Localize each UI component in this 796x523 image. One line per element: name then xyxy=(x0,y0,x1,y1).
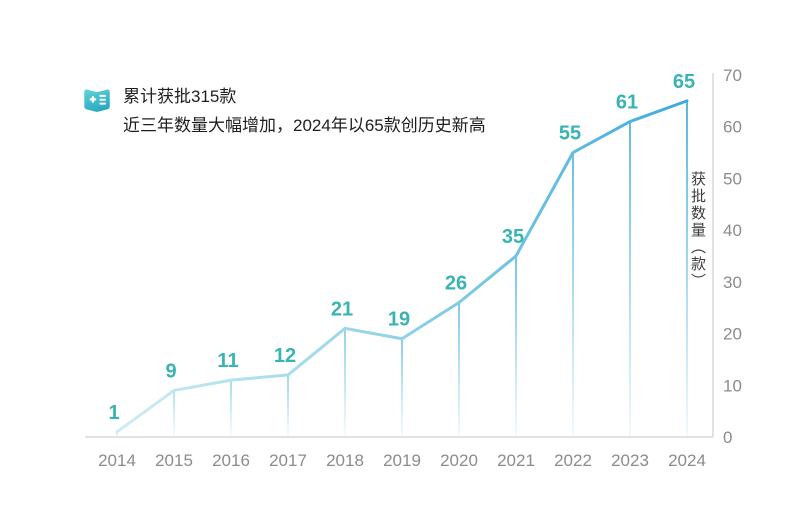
data-label-2021: 35 xyxy=(502,226,524,248)
y-tick-label: 40 xyxy=(723,221,742,240)
y-tick-label: 10 xyxy=(723,376,742,395)
data-label-2015: 9 xyxy=(165,360,176,382)
data-label-2016: 11 xyxy=(217,350,238,372)
x-tick-label-2017: 2017 xyxy=(269,451,307,470)
x-tick-label-2015: 2015 xyxy=(155,451,193,470)
y-tick-label: 20 xyxy=(723,325,742,344)
data-label-2019: 19 xyxy=(388,309,410,331)
y-tick-label: 0 xyxy=(723,428,732,447)
x-tick-label-2023: 2023 xyxy=(611,451,649,470)
document-plus-icon xyxy=(84,89,110,112)
x-tick-label-2014: 2014 xyxy=(98,451,136,470)
y-tick-label: 50 xyxy=(723,169,742,188)
x-tick-label-2021: 2021 xyxy=(497,451,535,470)
data-label-2017: 12 xyxy=(274,345,296,367)
annotation: 累计获批315款 近三年数量大幅增加，2024年以65款创历史新高 xyxy=(80,82,486,140)
x-tick-label-2024: 2024 xyxy=(668,451,706,470)
x-tick-label-2022: 2022 xyxy=(554,451,592,470)
data-label-2018: 21 xyxy=(331,298,353,320)
y-axis-title: 获批数量（款） xyxy=(689,171,706,290)
data-label-2022: 55 xyxy=(559,123,581,145)
data-label-2024: 65 xyxy=(673,71,695,93)
y-tick-label: 30 xyxy=(723,273,742,292)
annotation-line2: 近三年数量大幅增加，2024年以65款创历史新高 xyxy=(123,116,486,135)
data-label-2020: 26 xyxy=(445,273,467,295)
y-tick-label: 70 xyxy=(723,66,742,85)
list-lines-icon xyxy=(99,94,106,97)
x-tick-label-2020: 2020 xyxy=(440,451,478,470)
annotation-line1: 累计获批315款 xyxy=(123,87,237,106)
x-tick-label-2016: 2016 xyxy=(212,451,250,470)
data-label-2014: 1 xyxy=(108,402,119,424)
x-tick-label-2018: 2018 xyxy=(326,451,364,470)
data-label-2023: 61 xyxy=(616,92,638,114)
y-tick-label: 60 xyxy=(723,118,742,137)
series-line xyxy=(115,99,689,434)
x-tick-label-2019: 2019 xyxy=(383,451,421,470)
